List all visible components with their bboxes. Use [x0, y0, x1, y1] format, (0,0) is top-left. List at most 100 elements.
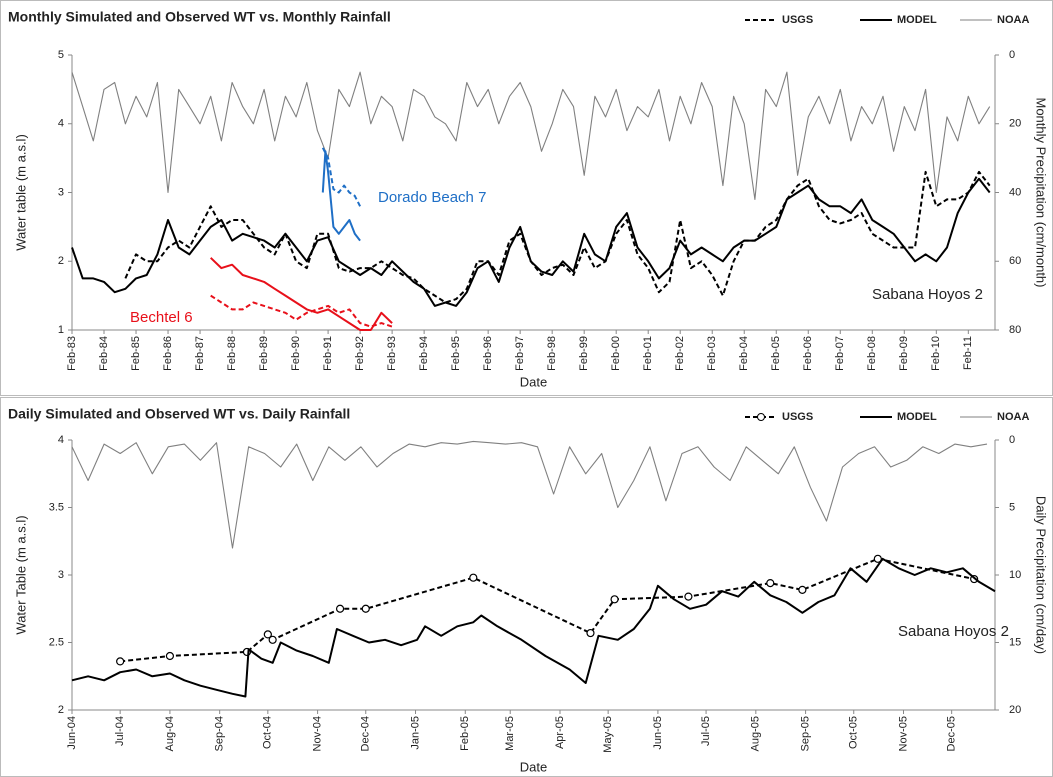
series-marker [469, 573, 478, 582]
x-tick-label: Feb-11 [962, 336, 974, 370]
x-tick-label: Aug-05 [750, 716, 762, 751]
x-tick-label: Feb-94 [418, 336, 430, 371]
series-marker [684, 592, 693, 601]
x-tick-label: Feb-87 [194, 336, 206, 371]
x-tick-label: Oct-05 [848, 716, 860, 749]
series-marker [586, 628, 595, 638]
x-tick-label: Jul-05 [700, 716, 712, 746]
x-axis-label: Date [520, 759, 547, 774]
x-tick-label: Feb-02 [674, 336, 686, 371]
y-tick-label: 2 [58, 255, 64, 267]
series-marker [798, 585, 807, 594]
x-tick-label: Feb-85 [130, 336, 142, 371]
x-tick-label: Feb-01 [642, 336, 654, 371]
x-tick-label: Sep-04 [214, 716, 226, 751]
x-tick-label: Jun-04 [66, 716, 78, 750]
x-tick-label: May-05 [602, 716, 614, 753]
chart-title: Daily Simulated and Observed WT vs. Dail… [8, 406, 350, 422]
legend-label: NOAA [997, 411, 1029, 423]
x-tick-label: Mar-05 [504, 716, 516, 751]
y-tick-label: 2 [58, 704, 64, 716]
x-tick-label: Nov-05 [897, 716, 909, 751]
y2-tick-label: 40 [1009, 186, 1021, 198]
well-label: Dorado Beach 7 [378, 189, 486, 206]
chart-title: Monthly Simulated and Observed WT vs. Mo… [8, 9, 391, 25]
well-observed-line [210, 294, 393, 328]
x-tick-label: Feb-00 [610, 336, 622, 371]
x-tick-label: Feb-05 [770, 336, 782, 371]
series-line [71, 557, 996, 698]
x-tick-label: Nov-04 [312, 716, 324, 751]
legend-label: USGS [782, 411, 813, 423]
panel-frame [0, 0, 1053, 396]
y-tick-label: 3.5 [49, 501, 64, 513]
y2-tick-label: 80 [1009, 324, 1021, 336]
legend-label: MODEL [897, 411, 937, 423]
series-marker [766, 578, 775, 588]
y2-tick-label: 0 [1009, 434, 1015, 446]
y-tick-label: 1 [58, 324, 64, 336]
annotation: Sabana Hoyos 2 [872, 286, 983, 303]
x-tick-label: Feb-83 [66, 336, 78, 371]
x-tick-label: Feb-88 [226, 336, 238, 371]
x-tick-label: Feb-92 [354, 336, 366, 371]
series-marker [873, 554, 882, 563]
x-tick-label: Feb-97 [514, 336, 526, 371]
x-tick-label: Feb-06 [802, 336, 814, 371]
y-tick-label: 2.5 [49, 636, 64, 648]
series-marker [268, 635, 277, 644]
x-tick-label: Feb-04 [738, 336, 750, 371]
y2-tick-label: 60 [1009, 255, 1021, 267]
series-line [120, 557, 975, 663]
y-tick-label: 4 [58, 118, 64, 130]
y-tick-label: 3 [58, 569, 64, 581]
series-marker [610, 595, 619, 604]
legend-label: MODEL [897, 14, 937, 26]
y2-tick-label: 5 [1009, 501, 1015, 513]
legend-marker [757, 413, 765, 421]
y2-tick-label: 0 [1009, 49, 1015, 61]
series-line [71, 177, 991, 307]
x-tick-label: Feb-93 [386, 336, 398, 371]
x-tick-label: Feb-89 [258, 336, 270, 371]
x-tick-label: Feb-03 [706, 336, 718, 371]
y2-tick-label: 20 [1009, 704, 1021, 716]
y2-tick-label: 10 [1009, 569, 1021, 581]
x-tick-label: Feb-10 [930, 336, 942, 371]
legend-label: USGS [782, 14, 813, 26]
x-tick-label: Feb-86 [162, 336, 174, 371]
x-tick-label: Sep-05 [799, 716, 811, 751]
x-tick-label: Jun-05 [652, 716, 664, 750]
x-tick-label: Feb-84 [98, 336, 110, 371]
panel-frame [0, 397, 1053, 777]
x-tick-label: Aug-04 [164, 716, 176, 751]
series-marker [361, 604, 370, 613]
x-tick-label: Feb-96 [482, 336, 494, 371]
well-observed-line [321, 147, 361, 207]
y-tick-label: 3 [58, 186, 64, 198]
series-line [124, 170, 991, 304]
x-tick-label: Dec-05 [946, 716, 958, 751]
well-model-line [210, 257, 393, 331]
x-tick-label: Feb-09 [898, 336, 910, 371]
x-tick-label: Feb-98 [546, 336, 558, 371]
y2-tick-label: 20 [1009, 118, 1021, 130]
x-tick-label: Jan-05 [409, 716, 421, 750]
series-marker [165, 651, 175, 661]
y-tick-label: 4 [58, 434, 64, 446]
series-marker [263, 630, 272, 639]
y-axis-label: Water Table (m a.s.l) [13, 515, 28, 634]
x-tick-label: Feb-90 [290, 336, 302, 371]
x-tick-label: Feb-91 [322, 336, 334, 371]
series-line [71, 440, 988, 549]
y2-axis-label: Daily Precipitation (cm/day) [1034, 496, 1049, 654]
y2-tick-label: 15 [1009, 636, 1021, 648]
x-tick-label: Oct-04 [262, 716, 274, 749]
series-marker [335, 604, 345, 613]
series-line [71, 71, 991, 200]
y-axis-label: Water table (m a.s.l) [13, 134, 28, 251]
x-tick-label: Feb-95 [450, 336, 462, 371]
x-tick-label: Apr-05 [554, 716, 566, 749]
legend-label: NOAA [997, 14, 1029, 26]
